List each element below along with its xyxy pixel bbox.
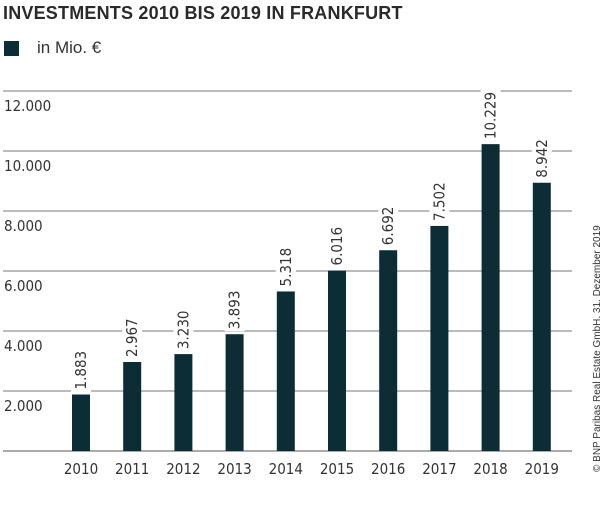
bar <box>72 394 90 451</box>
bar <box>328 270 346 451</box>
data-label-bg <box>224 284 245 332</box>
data-label-bg <box>275 241 296 289</box>
data-label: 10.229 <box>482 92 500 139</box>
x-tick-label: 2017 <box>422 460 456 478</box>
legend-swatch <box>4 40 19 56</box>
legend-label: in Mio. € <box>37 38 102 57</box>
y-tick-label: 8.000 <box>4 217 43 235</box>
bar <box>430 225 449 451</box>
bar <box>225 334 244 451</box>
data-label-bg <box>173 304 194 352</box>
data-label-bg <box>327 220 347 268</box>
bar <box>379 250 398 451</box>
x-tick-label: 2018 <box>473 460 507 478</box>
y-tick-label: 4.000 <box>4 337 43 355</box>
legend: in Mio. € <box>4 38 101 58</box>
data-label: 7.502 <box>430 182 448 221</box>
x-tick-label: 2016 <box>371 460 405 478</box>
y-tick-label: 2.000 <box>4 397 43 415</box>
x-tick-label: 2010 <box>64 460 98 478</box>
x-tick-label: 2015 <box>320 460 354 478</box>
x-tick-label: 2013 <box>217 460 251 478</box>
data-label: 8.942 <box>533 139 551 178</box>
data-label: 5.318 <box>277 248 295 287</box>
y-tick-label: 6.000 <box>4 277 43 295</box>
source-note: © BNP Paribas Real Estate GmbH, 31. Deze… <box>592 225 600 472</box>
x-tick-label: 2012 <box>166 460 200 478</box>
bar <box>481 144 500 451</box>
data-label-bg <box>378 200 399 248</box>
data-label: 6.016 <box>328 227 346 266</box>
data-label: 6.692 <box>379 207 397 246</box>
data-label-bg <box>429 175 450 223</box>
data-label: 1.883 <box>72 351 90 390</box>
data-label: 3.893 <box>226 291 244 330</box>
y-tick-label: 12.000 <box>4 97 51 115</box>
data-label: 3.230 <box>174 310 192 349</box>
data-label-bg <box>480 85 501 142</box>
chart-title: INVESTMENTS 2010 BIS 2019 IN FRANKFURT <box>3 3 403 23</box>
data-label-bg <box>71 344 91 392</box>
data-label-bg <box>531 132 552 180</box>
bar <box>123 361 142 451</box>
x-tick-label: 2019 <box>525 460 559 478</box>
bar <box>174 354 193 451</box>
data-label: 2.967 <box>123 318 141 357</box>
bar <box>532 182 551 452</box>
data-label-bg <box>122 311 143 359</box>
y-tick-label: 10.000 <box>4 157 51 175</box>
x-tick-label: 2011 <box>115 460 149 478</box>
x-tick-label: 2014 <box>269 460 303 478</box>
bar <box>276 291 295 451</box>
